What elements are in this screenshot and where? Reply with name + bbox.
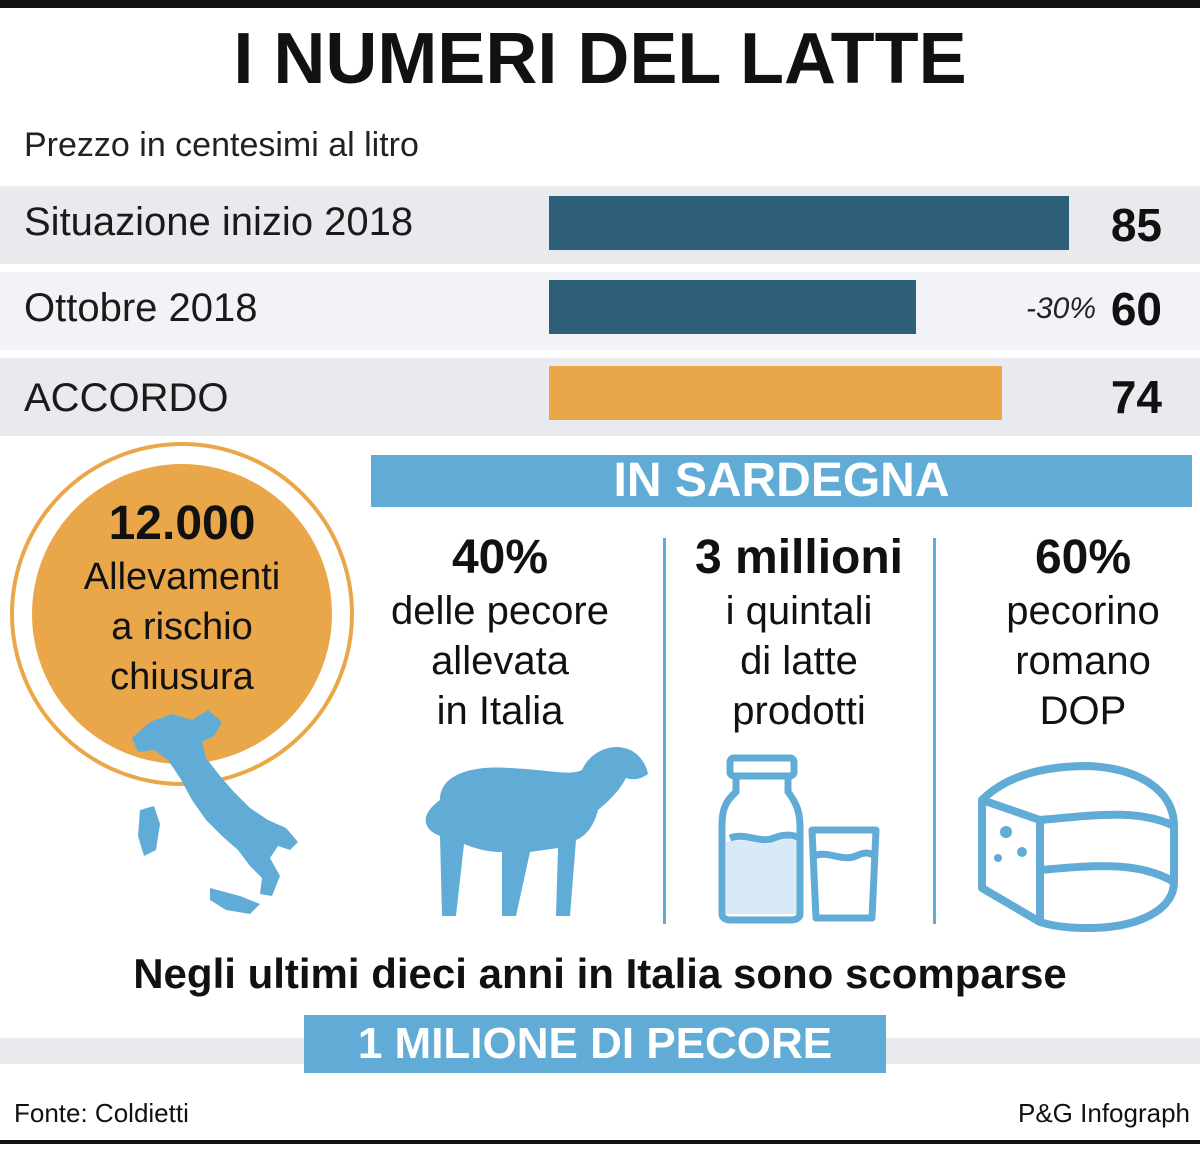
- bar-category-label: Ottobre 2018: [24, 286, 258, 330]
- chart-subtitle: Prezzo in centesimi al litro: [24, 126, 419, 164]
- farms-circle-fill: [32, 464, 332, 764]
- cheese-wheel-icon: [978, 762, 1178, 932]
- top-rule: [0, 0, 1200, 8]
- bar-value-label: 85: [1110, 199, 1162, 251]
- italy-map-icon: [132, 710, 298, 914]
- milk-bottle-glass-icon: [718, 754, 880, 924]
- page-title: I NUMERI DEL LATTE: [233, 19, 967, 99]
- stat-line: i quintali: [725, 589, 873, 633]
- sardegna-banner: IN SARDEGNA: [371, 455, 1192, 507]
- stat-value: 3 millioni: [694, 531, 904, 584]
- footer-highlight: 1 MILIONE DI PECORE: [304, 1015, 886, 1073]
- stat-pecorino: 60% pecorino romano DOP: [960, 530, 1200, 736]
- bar-category-label: ACCORDO: [24, 376, 229, 420]
- footer-statement: Negli ultimi dieci anni in Italia sono s…: [133, 950, 1067, 997]
- bar-value-label: 74: [1110, 371, 1162, 423]
- sheep-icon: [425, 746, 648, 916]
- stat-value: 60%: [1034, 531, 1132, 584]
- column-divider: [933, 538, 936, 924]
- farms-label-line: Allevamenti: [83, 556, 281, 598]
- stat-line: DOP: [1039, 689, 1127, 733]
- stat-line: di latte: [740, 639, 858, 683]
- bar-annotation: -30%: [1025, 292, 1096, 325]
- bottom-rule: [0, 1140, 1200, 1144]
- stat-line: pecorino: [1006, 589, 1160, 633]
- farms-circle: [10, 442, 354, 786]
- stat-value: 40%: [451, 531, 549, 584]
- stat-sheep-share: 40% delle pecore allevata in Italia: [370, 530, 630, 736]
- farms-label-line: chiusura: [110, 656, 254, 698]
- stat-line: allevata: [431, 639, 569, 683]
- bar-category-label: Situazione inizio 2018: [24, 200, 414, 244]
- stat-milk-production: 3 millioni i quintali di latte prodotti: [668, 530, 930, 736]
- column-divider: [663, 538, 666, 924]
- chart-row: Ottobre 2018 -30% 60: [0, 272, 1200, 350]
- farms-number: 12.000: [108, 497, 256, 550]
- chart-row: Situazione inizio 2018 85: [0, 186, 1200, 264]
- chart-row: ACCORDO 74: [0, 358, 1200, 436]
- bar-value-label: 60: [1110, 283, 1162, 335]
- stat-line: delle pecore: [391, 589, 609, 633]
- stat-line: romano: [1015, 639, 1151, 683]
- credit-note: P&G Infograph: [1018, 1098, 1190, 1128]
- bar: [549, 280, 916, 334]
- stat-line: prodotti: [732, 689, 866, 733]
- stat-line: in Italia: [436, 689, 564, 733]
- source-note: Fonte: Coldietti: [14, 1098, 189, 1128]
- bar: [549, 366, 1002, 420]
- farms-label-line: a rischio: [111, 606, 253, 648]
- bar: [549, 196, 1069, 250]
